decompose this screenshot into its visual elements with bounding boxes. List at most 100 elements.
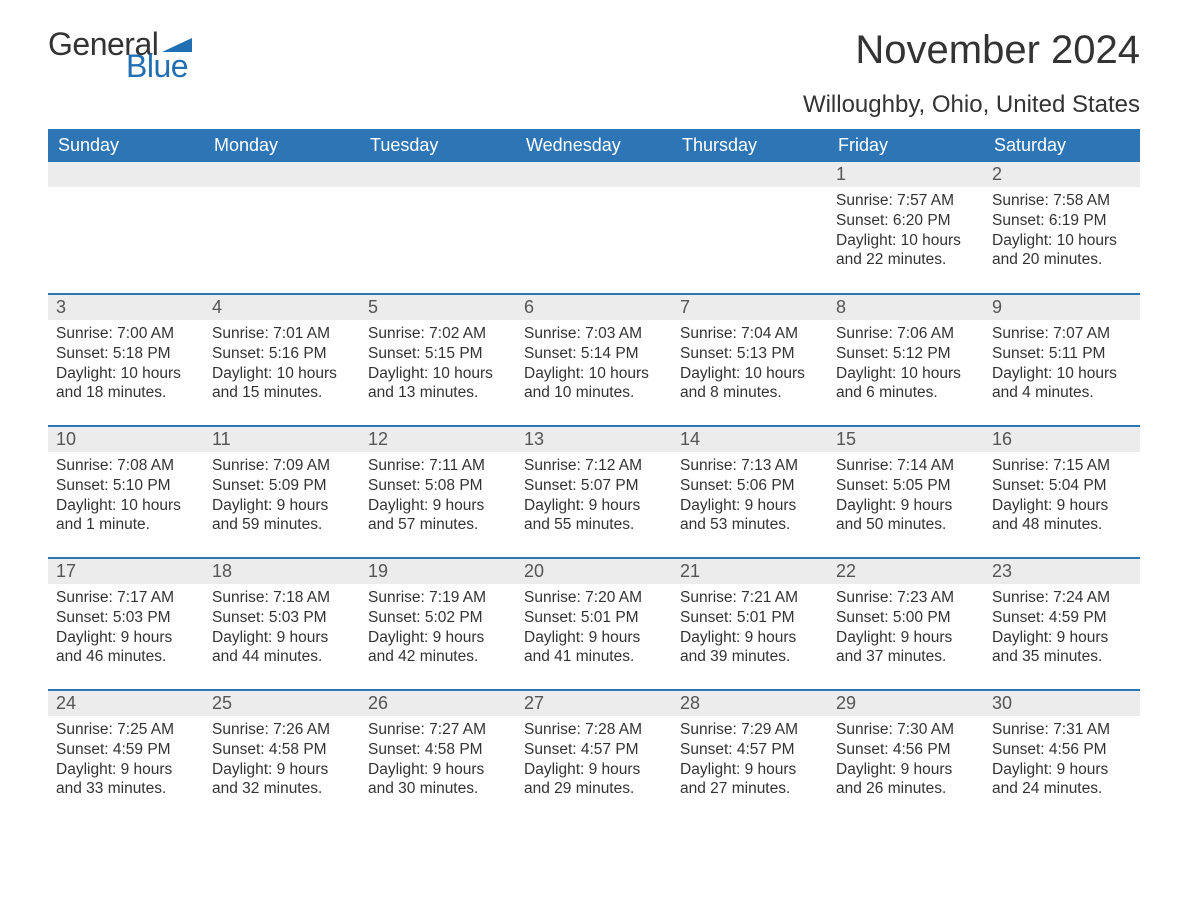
day-daylight: Daylight: 9 hours and 39 minutes.: [680, 628, 820, 668]
day-body: Sunrise: 7:24 AMSunset: 4:59 PMDaylight:…: [984, 584, 1140, 675]
calendar-cell: 15Sunrise: 7:14 AMSunset: 5:05 PMDayligh…: [828, 426, 984, 558]
day-body: Sunrise: 7:31 AMSunset: 4:56 PMDaylight:…: [984, 716, 1140, 807]
day-number: 9: [984, 295, 1140, 320]
calendar-cell: 6Sunrise: 7:03 AMSunset: 5:14 PMDaylight…: [516, 294, 672, 426]
day-number: 21: [672, 559, 828, 584]
day-number: 2: [984, 162, 1140, 187]
day-sunset: Sunset: 5:04 PM: [992, 476, 1132, 496]
calendar-cell: 24Sunrise: 7:25 AMSunset: 4:59 PMDayligh…: [48, 690, 204, 822]
day-number: [672, 162, 828, 187]
day-sunrise: Sunrise: 7:58 AM: [992, 191, 1132, 211]
day-sunset: Sunset: 5:13 PM: [680, 344, 820, 364]
day-sunset: Sunset: 5:00 PM: [836, 608, 976, 628]
day-daylight: Daylight: 9 hours and 41 minutes.: [524, 628, 664, 668]
day-number: 10: [48, 427, 204, 452]
day-daylight: Daylight: 9 hours and 50 minutes.: [836, 496, 976, 536]
calendar-cell: 23Sunrise: 7:24 AMSunset: 4:59 PMDayligh…: [984, 558, 1140, 690]
calendar-body: 1Sunrise: 7:57 AMSunset: 6:20 PMDaylight…: [48, 162, 1140, 822]
day-number: 1: [828, 162, 984, 187]
day-sunset: Sunset: 4:56 PM: [836, 740, 976, 760]
day-number: [48, 162, 204, 187]
day-body: Sunrise: 7:30 AMSunset: 4:56 PMDaylight:…: [828, 716, 984, 807]
day-sunset: Sunset: 4:57 PM: [524, 740, 664, 760]
day-sunrise: Sunrise: 7:21 AM: [680, 588, 820, 608]
day-sunrise: Sunrise: 7:20 AM: [524, 588, 664, 608]
day-daylight: Daylight: 10 hours and 22 minutes.: [836, 231, 976, 271]
day-daylight: Daylight: 9 hours and 59 minutes.: [212, 496, 352, 536]
calendar-cell: 21 Sunrise: 7:21 AMSunset: 5:01 PMDayligh…: [672, 558, 828, 690]
day-sunrise: Sunrise: 7:28 AM: [524, 720, 664, 740]
calendar-cell: 19Sunrise: 7:19 AMSunset: 5:02 PMDayligh…: [360, 558, 516, 690]
day-number: 4: [204, 295, 360, 320]
calendar-table: SundayMondayTuesdayWednesdayThursdayFrid…: [48, 129, 1140, 822]
calendar-cell: 29Sunrise: 7:30 AMSunset: 4:56 PMDayligh…: [828, 690, 984, 822]
calendar-cell: 16Sunrise: 7:15 AMSunset: 5:04 PMDayligh…: [984, 426, 1140, 558]
day-body: Sunrise: 7:12 AMSunset: 5:07 PMDaylight:…: [516, 452, 672, 543]
day-number: 30: [984, 691, 1140, 716]
day-daylight: Daylight: 9 hours and 37 minutes.: [836, 628, 976, 668]
title-block: November 2024 Willoughby, Ohio, United S…: [803, 28, 1140, 119]
day-number: 12: [360, 427, 516, 452]
day-sunrise: Sunrise: 7:23 AM: [836, 588, 976, 608]
day-daylight: Daylight: 10 hours and 4 minutes.: [992, 364, 1132, 404]
day-daylight: Daylight: 9 hours and 30 minutes.: [368, 760, 508, 800]
day-number: 22: [828, 559, 984, 584]
location: Willoughby, Ohio, United States: [803, 91, 1140, 119]
day-daylight: Daylight: 9 hours and 24 minutes.: [992, 760, 1132, 800]
calendar-head: SundayMondayTuesdayWednesdayThursdayFrid…: [48, 129, 1140, 162]
day-number: 23: [984, 559, 1140, 584]
day-sunset: Sunset: 6:20 PM: [836, 211, 976, 231]
day-sunrise: Sunrise: 7:29 AM: [680, 720, 820, 740]
day-body: Sunrise: 7:09 AMSunset: 5:09 PMDaylight:…: [204, 452, 360, 543]
calendar-cell: 3Sunrise: 7:00 AMSunset: 5:18 PMDaylight…: [48, 294, 204, 426]
day-body: Sunrise: 7:29 AMSunset: 4:57 PMDaylight:…: [672, 716, 828, 807]
day-daylight: Daylight: 10 hours and 6 minutes.: [836, 364, 976, 404]
day-sunrise: Sunrise: 7:02 AM: [368, 324, 508, 344]
day-sunrise: Sunrise: 7:27 AM: [368, 720, 508, 740]
day-sunrise: Sunrise: 7:08 AM: [56, 456, 196, 476]
day-sunset: Sunset: 5:02 PM: [368, 608, 508, 628]
day-sunrise: Sunrise: 7:17 AM: [56, 588, 196, 608]
day-daylight: Daylight: 10 hours and 15 minutes.: [212, 364, 352, 404]
weekday-header: Friday: [828, 129, 984, 162]
day-body: Sunrise: 7:28 AMSunset: 4:57 PMDaylight:…: [516, 716, 672, 807]
calendar-cell: 26Sunrise: 7:27 AMSunset: 4:58 PMDayligh…: [360, 690, 516, 822]
day-number: 20: [516, 559, 672, 584]
day-daylight: Daylight: 9 hours and 29 minutes.: [524, 760, 664, 800]
logo: General Blue: [48, 28, 192, 82]
day-body: Sunrise: 7:13 AMSunset: 5:06 PMDaylight:…: [672, 452, 828, 543]
day-daylight: Daylight: 9 hours and 53 minutes.: [680, 496, 820, 536]
day-sunrise: Sunrise: 7:30 AM: [836, 720, 976, 740]
day-number: 13: [516, 427, 672, 452]
day-sunset: Sunset: 5:08 PM: [368, 476, 508, 496]
day-number: 6: [516, 295, 672, 320]
calendar-cell: 27Sunrise: 7:28 AMSunset: 4:57 PMDayligh…: [516, 690, 672, 822]
day-number: [204, 162, 360, 187]
day-sunrise: Sunrise: 7:00 AM: [56, 324, 196, 344]
calendar-cell: [360, 162, 516, 294]
day-number: 7: [672, 295, 828, 320]
calendar-cell: 28Sunrise: 7:29 AMSunset: 4:57 PMDayligh…: [672, 690, 828, 822]
day-sunset: Sunset: 5:14 PM: [524, 344, 664, 364]
day-number: [516, 162, 672, 187]
day-body: Sunrise: 7:19 AMSunset: 5:02 PMDaylight:…: [360, 584, 516, 675]
calendar-cell: 12Sunrise: 7:11 AMSunset: 5:08 PMDayligh…: [360, 426, 516, 558]
day-number: 14: [672, 427, 828, 452]
day-sunset: Sunset: 5:01 PM: [524, 608, 664, 628]
day-body: Sunrise: 7:27 AMSunset: 4:58 PMDaylight:…: [360, 716, 516, 807]
day-daylight: Daylight: 9 hours and 32 minutes.: [212, 760, 352, 800]
day-daylight: Daylight: 9 hours and 48 minutes.: [992, 496, 1132, 536]
day-sunset: Sunset: 5:03 PM: [56, 608, 196, 628]
calendar-cell: 7Sunrise: 7:04 AMSunset: 5:13 PMDaylight…: [672, 294, 828, 426]
day-sunset: Sunset: 5:06 PM: [680, 476, 820, 496]
day-number: 8: [828, 295, 984, 320]
day-sunrise: Sunrise: 7:07 AM: [992, 324, 1132, 344]
day-sunrise: Sunrise: 7:12 AM: [524, 456, 664, 476]
day-body: Sunrise: 7:58 AMSunset: 6:19 PMDaylight:…: [984, 187, 1140, 278]
day-body: Sunrise: 7:14 AMSunset: 5:05 PMDaylight:…: [828, 452, 984, 543]
day-body: Sunrise: 7:23 AMSunset: 5:00 PMDaylight:…: [828, 584, 984, 675]
calendar-cell: [204, 162, 360, 294]
day-daylight: Daylight: 9 hours and 57 minutes.: [368, 496, 508, 536]
day-sunset: Sunset: 5:05 PM: [836, 476, 976, 496]
day-sunset: Sunset: 5:01 PM: [680, 608, 820, 628]
